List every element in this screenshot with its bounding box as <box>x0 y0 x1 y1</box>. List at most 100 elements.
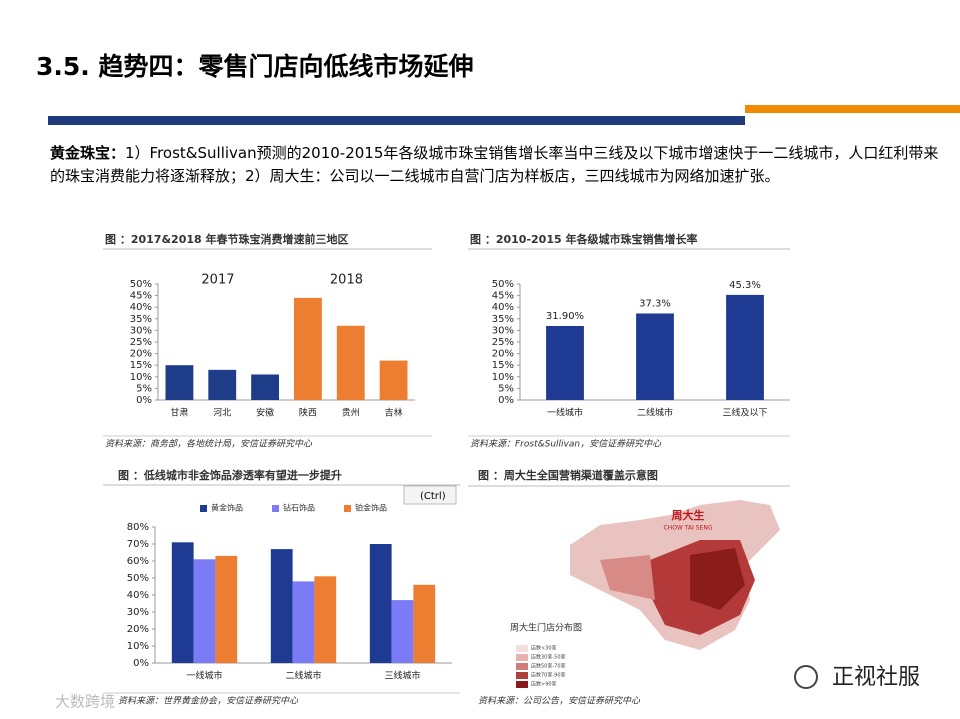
chart-title: 图 ：2017&2018 年春节珠宝消费增速前三地区 <box>105 232 348 246</box>
bar <box>171 542 194 663</box>
x-tick-label: 二线城市 <box>285 670 321 682</box>
y-tick-label: 50% <box>130 279 152 290</box>
x-tick-label: 一线城市 <box>186 670 222 682</box>
legend-swatch <box>344 505 351 512</box>
x-tick-label: 安徽 <box>256 407 274 419</box>
bar <box>193 559 216 663</box>
y-tick-label: 15% <box>130 360 152 371</box>
map-title: 图 ：周大生全国营销渠道覆盖示意图 <box>478 468 658 482</box>
map-label: 周大生门店分布图 <box>510 622 582 634</box>
legend-swatch <box>516 663 528 670</box>
legend-swatch <box>200 505 207 512</box>
bar <box>726 294 764 400</box>
body-lead: 黄金珠宝： <box>50 144 126 162</box>
y-tick-label: 5% <box>136 383 152 394</box>
legend-swatch <box>516 672 528 679</box>
bar <box>215 555 238 663</box>
y-tick-label: 35% <box>130 314 152 325</box>
x-tick-label: 甘肃 <box>170 407 188 419</box>
x-tick-label: 吉林 <box>385 407 403 419</box>
chart-title: 图 ：低线城市非金饰品渗透率有望进一步提升 <box>118 468 342 482</box>
source: 资料来源：商务部，各地统计局，安信证券研究中心 <box>105 439 313 450</box>
y-tick-label: 10% <box>130 372 152 383</box>
legend-swatch <box>516 681 528 688</box>
brand-en: CHOW TAI SENG <box>664 525 713 532</box>
legend-label: 店数>90家 <box>531 681 557 688</box>
y-tick-label: 20% <box>127 624 149 635</box>
y-tick-label: 0% <box>498 395 514 406</box>
data-label: 31.90% <box>546 311 584 322</box>
paste-box[interactable] <box>403 485 457 505</box>
data-label: 37.3% <box>639 298 671 309</box>
bar <box>251 374 280 400</box>
data-label: 45.3% <box>729 280 761 291</box>
x-tick-label: 河北 <box>213 407 231 419</box>
source: 资料来源：世界黄金协会，安信证券研究中心 <box>118 696 299 707</box>
bar <box>413 584 436 663</box>
bar <box>165 365 194 400</box>
legend-label: 钻石饰品 <box>283 503 315 513</box>
legend-swatch <box>516 645 528 652</box>
body-text: 黄金珠宝：1）Frost&Sullivan预测的2010-2015年各级城市珠宝… <box>50 142 940 188</box>
map-region <box>690 548 745 610</box>
brand: 周大生 <box>672 508 705 522</box>
y-tick-label: 15% <box>492 360 514 371</box>
y-tick-label: 80% <box>127 522 149 533</box>
y-tick-label: 30% <box>127 607 149 618</box>
map: 图 ：周大生全国营销渠道覆盖示意图 周大生 CHOW TAI SENG 周大生门… <box>468 468 790 707</box>
y-tick-label: 35% <box>492 314 514 325</box>
y-tick-label: 60% <box>127 556 149 567</box>
title-bar <box>48 116 745 125</box>
y-tick-label: 40% <box>130 302 152 313</box>
bar <box>336 325 365 400</box>
x-tick-label: 陕西 <box>299 407 317 419</box>
x-tick-label: 三线及以下 <box>722 407 767 419</box>
bar <box>546 325 584 400</box>
body-content: 1）Frost&Sullivan预测的2010-2015年各级城市珠宝销售增长率… <box>50 144 939 185</box>
legend-label: 铂金饰品 <box>355 503 387 513</box>
y-tick-label: 40% <box>127 590 149 601</box>
bar <box>314 576 337 663</box>
x-tick-label: 贵州 <box>342 407 360 419</box>
bar <box>636 313 674 400</box>
y-tick-label: 40% <box>492 302 514 313</box>
paste-label[interactable]: (Ctrl) <box>420 491 446 502</box>
y-tick-label: 50% <box>127 573 149 584</box>
y-tick-label: 50% <box>492 279 514 290</box>
legend-label: 店数50家-70家 <box>531 663 566 670</box>
accent-bar <box>745 105 960 113</box>
bar <box>292 581 315 663</box>
y-tick-label: 30% <box>492 325 514 336</box>
bar <box>391 600 414 663</box>
watermark: 大数跨境 <box>55 693 115 711</box>
source: 资料来源：Frost&Sullivan，安信证券研究中心 <box>470 439 662 450</box>
legend-swatch <box>272 505 279 512</box>
map-region <box>600 555 655 600</box>
annotation: 2018 <box>330 273 363 288</box>
paste-button[interactable]: (Ctrl) <box>403 485 457 505</box>
bar <box>208 369 237 400</box>
y-tick-label: 0% <box>136 395 152 406</box>
y-tick-label: 25% <box>130 337 152 348</box>
y-tick-label: 0% <box>133 658 149 669</box>
legend-label: 店数70家-90家 <box>531 672 566 679</box>
y-tick-label: 5% <box>498 383 514 394</box>
source: 资料来源：公司公告，安信证券研究中心 <box>478 696 641 707</box>
legend-label: 店数30家-50家 <box>531 654 566 661</box>
watermark: 正视社服 <box>832 665 920 690</box>
y-tick-label: 70% <box>127 539 149 550</box>
annotation: 2017 <box>201 273 234 288</box>
y-tick-label: 10% <box>127 641 149 652</box>
y-tick-label: 45% <box>130 291 152 302</box>
x-tick-label: 三线城市 <box>384 670 420 682</box>
y-tick-label: 10% <box>492 372 514 383</box>
bar <box>293 297 322 400</box>
legend-label: 黄金饰品 <box>211 503 243 513</box>
x-tick-label: 一线城市 <box>547 407 583 419</box>
legend-label: 店数<30家 <box>531 645 557 652</box>
bar <box>270 549 293 663</box>
y-tick-label: 20% <box>492 349 514 360</box>
y-tick-label: 45% <box>492 291 514 302</box>
